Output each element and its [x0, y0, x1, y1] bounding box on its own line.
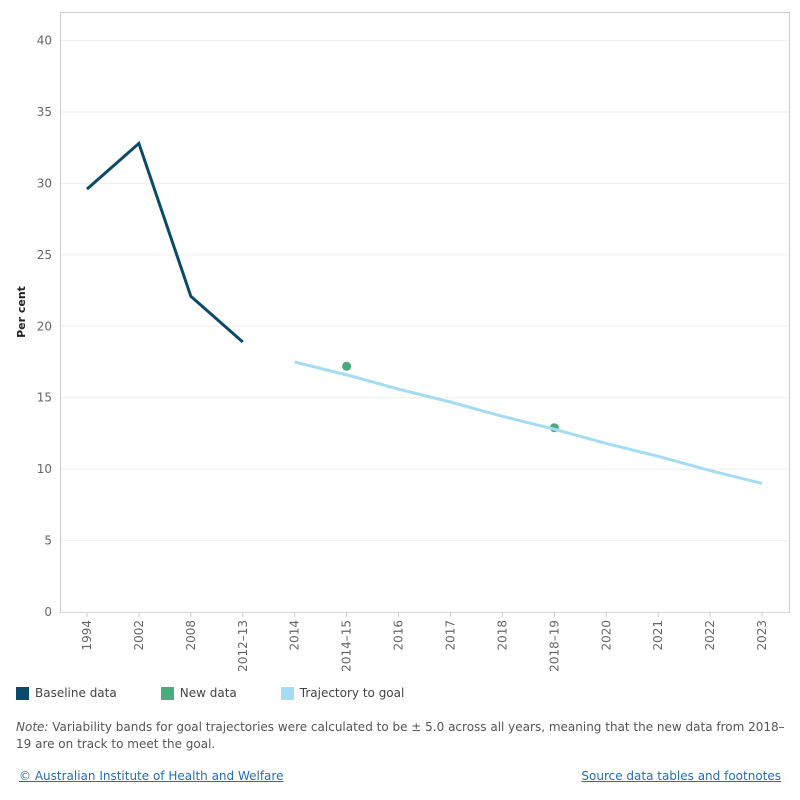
legend: Baseline data New data Trajectory to goal	[16, 686, 448, 700]
legend-item: New data	[160, 686, 237, 700]
footer: © Australian Institute of Health and Wel…	[19, 769, 781, 783]
y-tick-label: 15	[37, 391, 52, 405]
x-tick-label: 1994	[80, 620, 94, 651]
y-tick-label: 25	[37, 248, 52, 262]
y-axis-label: Per cent	[15, 286, 28, 338]
y-tick-label: 40	[37, 34, 52, 48]
y-tick-label: 5	[44, 534, 52, 548]
x-tick-label: 2022	[703, 620, 717, 651]
legend-item: Trajectory to goal	[280, 686, 405, 700]
x-tick-label: 2023	[755, 620, 769, 651]
x-tick-label: 2016	[392, 620, 406, 651]
data-point	[342, 361, 352, 371]
legend-swatch	[280, 686, 294, 700]
y-tick-label: 35	[37, 105, 52, 119]
legend-label: Trajectory to goal	[299, 686, 405, 700]
y-tick-label: 10	[37, 462, 52, 476]
data-line	[294, 360, 763, 485]
x-tick-label: 2014–15	[340, 620, 354, 672]
aihw-link[interactable]: © Australian Institute of Health and Wel…	[19, 769, 284, 783]
x-tick-label: 2008	[184, 620, 198, 651]
x-tick-label: 2020	[599, 620, 613, 651]
legend-swatch	[160, 686, 174, 700]
x-tick-label: 2002	[132, 620, 146, 651]
x-tick-label: 2014	[288, 620, 302, 651]
note-prefix: Note:	[16, 720, 49, 734]
chart: Per cent 0 5 10 15 20 25 30 35 40 1994 2002 2008 201…	[15, 12, 790, 672]
legend-item: Baseline data	[16, 686, 117, 700]
note-text: Variability bands for goal trajectories …	[16, 720, 785, 751]
source-link[interactable]: Source data tables and footnotes	[581, 769, 781, 783]
plot-frame	[60, 12, 790, 613]
note: Note: Variability bands for goal traject…	[16, 719, 786, 753]
legend-label: New data	[179, 686, 237, 700]
legend-label: Baseline data	[35, 686, 117, 700]
y-tick-label: 20	[37, 319, 52, 333]
x-tick-label: 2012–13	[236, 620, 250, 672]
data-line	[85, 140, 244, 344]
x-tick-label: 2018–19	[547, 620, 561, 672]
x-tick-label: 2017	[443, 620, 457, 651]
x-tick-label: 2021	[651, 620, 665, 651]
x-tick-label: 2018	[495, 620, 509, 651]
legend-swatch	[16, 686, 29, 700]
y-tick-label: 30	[37, 176, 52, 190]
y-tick-label: 0	[44, 605, 52, 619]
